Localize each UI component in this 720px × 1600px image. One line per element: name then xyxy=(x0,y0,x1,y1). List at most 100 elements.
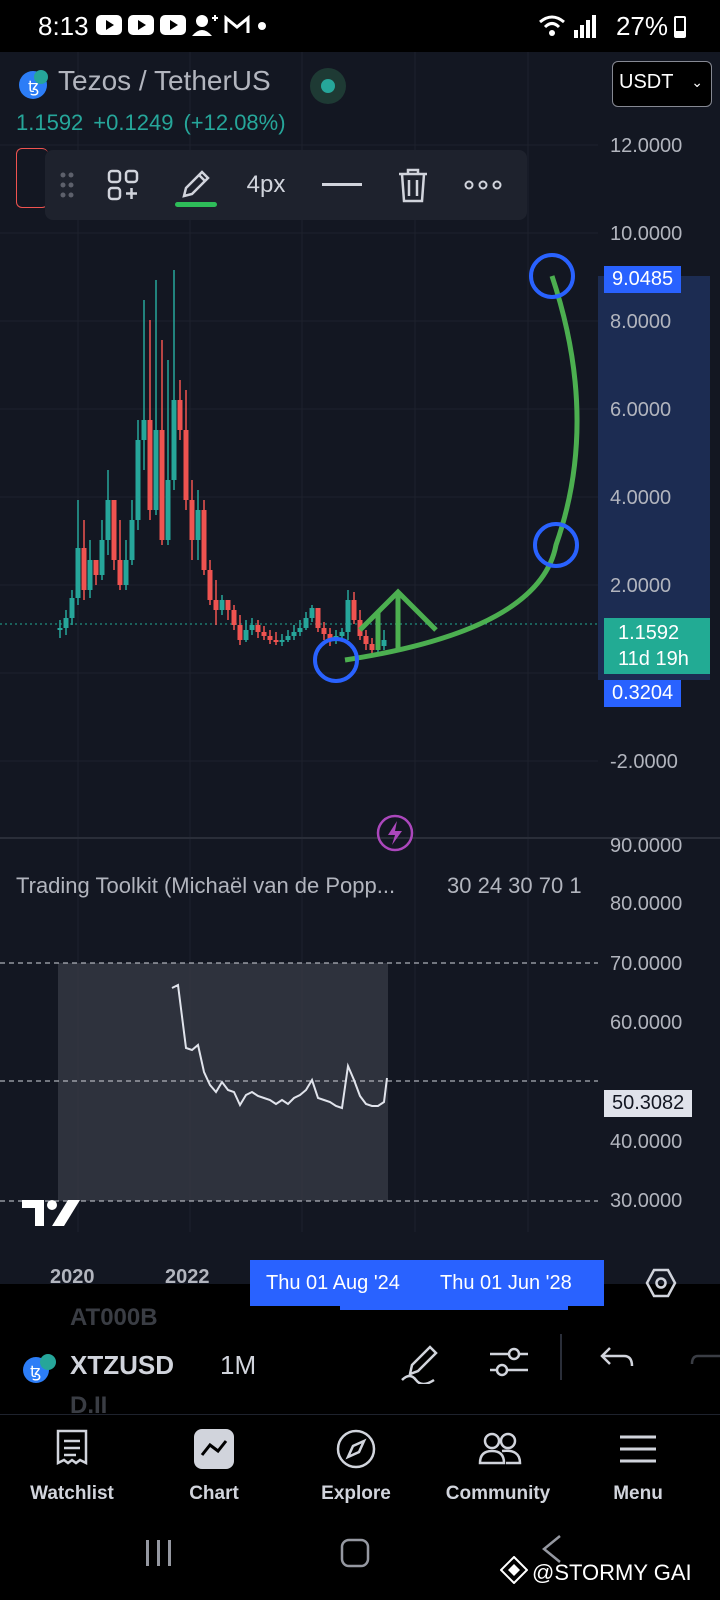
nav-menu[interactable]: Menu xyxy=(568,1415,708,1525)
drawing-anchor xyxy=(313,637,359,683)
candle-body xyxy=(63,618,69,628)
candle-body xyxy=(267,636,273,640)
drawn-arrow xyxy=(358,588,438,650)
nav-label: Menu xyxy=(613,1483,663,1504)
candle-body xyxy=(231,610,237,625)
interval-button[interactable]: 1M xyxy=(220,1350,257,1380)
currency-select[interactable]: USDT ⌄ xyxy=(612,61,712,107)
candle-body xyxy=(111,500,117,560)
add-widget-icon[interactable] xyxy=(100,150,146,220)
candle-body xyxy=(201,510,207,570)
compass-icon xyxy=(336,1429,376,1469)
drawing-toolbar: 4px xyxy=(45,150,527,220)
status-time: 8:13 xyxy=(38,11,89,41)
candle-body xyxy=(249,625,255,630)
candle-body xyxy=(207,570,213,600)
candle-body xyxy=(117,560,123,585)
binance-logo-icon xyxy=(500,1556,528,1584)
stroke-width-button[interactable]: 4px xyxy=(246,171,286,198)
pair-title[interactable]: Tezos / TetherUS xyxy=(58,65,271,96)
nav-explore[interactable]: Explore xyxy=(286,1415,426,1525)
date-range-highlight[interactable]: Thu 01 Aug '24 Thu 01 Jun '28 xyxy=(250,1260,604,1306)
drawing-anchor xyxy=(533,522,579,568)
nav-watchlist[interactable]: Watchlist xyxy=(2,1415,142,1525)
system-navigation xyxy=(0,1524,720,1600)
candle-body xyxy=(105,500,111,540)
price-chart[interactable] xyxy=(0,52,720,1284)
lightning-icon[interactable] xyxy=(376,814,414,852)
indicator-value-tag: 50.3082 xyxy=(604,1090,693,1117)
candle-body xyxy=(363,636,369,644)
candle-body xyxy=(171,400,177,480)
price-axis-tick: 2.0000 xyxy=(610,575,672,597)
draw-pencil-icon[interactable] xyxy=(400,1340,440,1384)
sell-button-partial[interactable] xyxy=(16,148,48,208)
watchlist-icon xyxy=(56,1429,88,1466)
candle-body xyxy=(159,430,165,540)
drag-handle-icon[interactable] xyxy=(53,150,81,220)
candle-body xyxy=(303,618,309,628)
indicator-name[interactable]: Trading Toolkit (Michaël van de Popp... xyxy=(16,873,396,898)
bottom-navigation: Watchlist Chart Explore Community Menu xyxy=(0,1414,720,1524)
nav-label: Chart xyxy=(189,1483,239,1504)
candle-body xyxy=(147,420,153,510)
price-axis-tick: 90.0000 xyxy=(610,835,683,857)
line-style-icon[interactable] xyxy=(319,150,365,220)
undo-icon[interactable] xyxy=(600,1344,634,1374)
toolbar-divider xyxy=(560,1334,562,1380)
youtube-icon xyxy=(96,15,122,35)
symbol-name[interactable]: XTZUSD xyxy=(70,1350,174,1380)
status-bar: 8:13 27% xyxy=(0,0,720,52)
back-icon[interactable] xyxy=(540,1534,564,1564)
pencil-icon[interactable] xyxy=(172,150,218,220)
indicator-params: 30 24 30 70 1 xyxy=(447,873,582,898)
candle-body xyxy=(219,600,225,610)
gmail-icon xyxy=(224,15,250,33)
candle-body xyxy=(309,608,315,618)
currency-value: USDT xyxy=(619,71,674,93)
drawn-curve xyxy=(344,275,580,663)
market-open-indicator[interactable] xyxy=(310,68,346,104)
nav-label: Explore xyxy=(321,1483,391,1504)
candle-body xyxy=(99,540,105,575)
candle-body xyxy=(177,400,183,430)
youtube-icon xyxy=(128,15,154,35)
home-icon[interactable] xyxy=(340,1538,370,1568)
chart-icon xyxy=(194,1429,234,1469)
redo-icon[interactable] xyxy=(690,1344,720,1374)
drawing-price-tag-top: 9.0485 xyxy=(604,266,682,293)
nav-chart[interactable]: Chart xyxy=(144,1415,284,1525)
candle-body xyxy=(345,600,351,632)
candle-body xyxy=(165,480,171,540)
recent-apps-icon[interactable] xyxy=(144,1538,174,1568)
candle-body xyxy=(339,632,345,636)
candle-body xyxy=(225,600,231,610)
chart-area[interactable] xyxy=(0,52,720,1284)
time-label-2020: 2020 xyxy=(50,1266,95,1288)
indicators-sliders-icon[interactable] xyxy=(488,1344,530,1380)
current-price-value: 1.1592 xyxy=(618,622,680,644)
candle-body xyxy=(213,600,219,610)
candle-body xyxy=(123,560,129,585)
nav-community[interactable]: Community xyxy=(428,1415,568,1525)
last-price: 1.1592 xyxy=(16,110,84,135)
price-axis-tick: 80.0000 xyxy=(610,893,683,915)
person-add-icon xyxy=(192,15,218,36)
price-change: +0.1249 xyxy=(93,110,174,135)
price-axis-tick: 70.0000 xyxy=(610,953,683,975)
ghost-symbol-above: AT000B xyxy=(70,1304,158,1331)
notification-icons xyxy=(96,14,268,36)
price-change-pct: (+12.08%) xyxy=(183,110,286,135)
candle-body xyxy=(369,644,375,650)
settings-hexagon-icon[interactable] xyxy=(645,1268,677,1298)
tezos-coin-icon: ꜩ xyxy=(19,70,48,99)
more-icon[interactable] xyxy=(460,150,506,220)
trash-icon[interactable] xyxy=(390,150,436,220)
svg-text:ꜩ: ꜩ xyxy=(28,77,39,96)
candle-body xyxy=(261,632,267,636)
watermark: @STORMY GAI xyxy=(532,1560,692,1585)
candle-body xyxy=(381,640,387,646)
candle-body xyxy=(273,640,279,642)
candle-body xyxy=(291,632,297,636)
candle-body xyxy=(141,420,147,440)
